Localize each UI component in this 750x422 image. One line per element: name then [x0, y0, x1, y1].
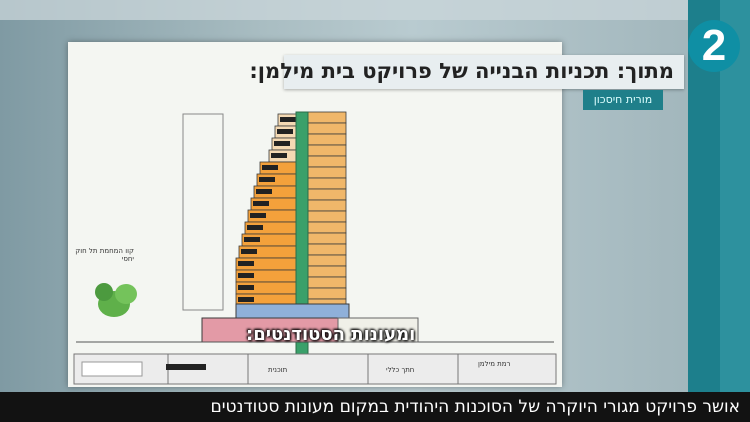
footer-label-site: רמת מילמן: [478, 360, 511, 368]
floor-tag: [277, 129, 293, 134]
floor-tag: [238, 261, 254, 266]
unit-floor: [307, 232, 347, 245]
title-bar: מתוך: תכניות הבנייה של פרויקט בית מילמן:: [249, 55, 684, 89]
credit-tag: מורית חיסכון: [583, 90, 663, 110]
unit-floor: [307, 144, 347, 157]
unit-floor: [307, 111, 347, 124]
unit-floor: [307, 287, 347, 300]
floor-tag: [238, 297, 254, 302]
floor-tag: [280, 117, 296, 122]
legend-note: קוו המחמת תל חוק יחסי: [75, 247, 134, 263]
tree-icon: [95, 283, 137, 317]
floor-tag: [262, 165, 278, 170]
unit-floor: [307, 221, 347, 234]
unit-floor: [307, 122, 347, 135]
unit-floor: [307, 254, 347, 267]
floor-tag: [244, 237, 260, 242]
unit-floor: [307, 133, 347, 146]
title-text: מתוך: תכניות הבנייה של פרויקט בית מילמן:: [249, 59, 674, 83]
building-section-drawing: [73, 111, 557, 385]
floor-tag: [256, 189, 272, 194]
floor-tag: [271, 153, 287, 158]
unit-stack: [307, 111, 347, 311]
unit-floor: [307, 155, 347, 168]
unit-floor: [307, 188, 347, 201]
unit-floor: [307, 199, 347, 212]
floor-tag: [274, 141, 290, 146]
floor-tag: [247, 225, 263, 230]
unit-floor: [307, 243, 347, 256]
top-strip: [0, 0, 750, 20]
floor-tag: [238, 273, 254, 278]
floor-tag: [238, 285, 254, 290]
unit-floor: [307, 276, 347, 289]
title-block: [73, 353, 557, 385]
unit-floor: [307, 210, 347, 223]
floor-tag: [253, 201, 269, 206]
annex-block: [337, 317, 419, 343]
architectural-plan: קוו המחמת תל חוק יחסי תוכנית חתך כללי רמ…: [68, 42, 562, 387]
floor-level-labels: [182, 113, 224, 311]
unit-floor: [307, 265, 347, 278]
unit-floor: [307, 177, 347, 190]
blue-base: [235, 303, 350, 319]
ticker-text: אושר פרויקט מגורי היוקרה של הסוכנות היהו…: [210, 397, 740, 417]
footer-label-section: חתך כללי: [386, 366, 415, 374]
channel-logo: 2: [688, 20, 740, 72]
news-ticker: אושר פרויקט מגורי היוקרה של הסוכנות היהו…: [0, 392, 750, 422]
subtitle-caption: ומעונות הסטודנטים:: [246, 324, 416, 345]
floor-tag: [259, 177, 275, 182]
unit-floor: [307, 166, 347, 179]
footer-label-plan: תוכנית: [268, 366, 288, 374]
floor-tag: [250, 213, 266, 218]
orange-terraces: [235, 113, 297, 307]
floor-tag: [241, 249, 257, 254]
